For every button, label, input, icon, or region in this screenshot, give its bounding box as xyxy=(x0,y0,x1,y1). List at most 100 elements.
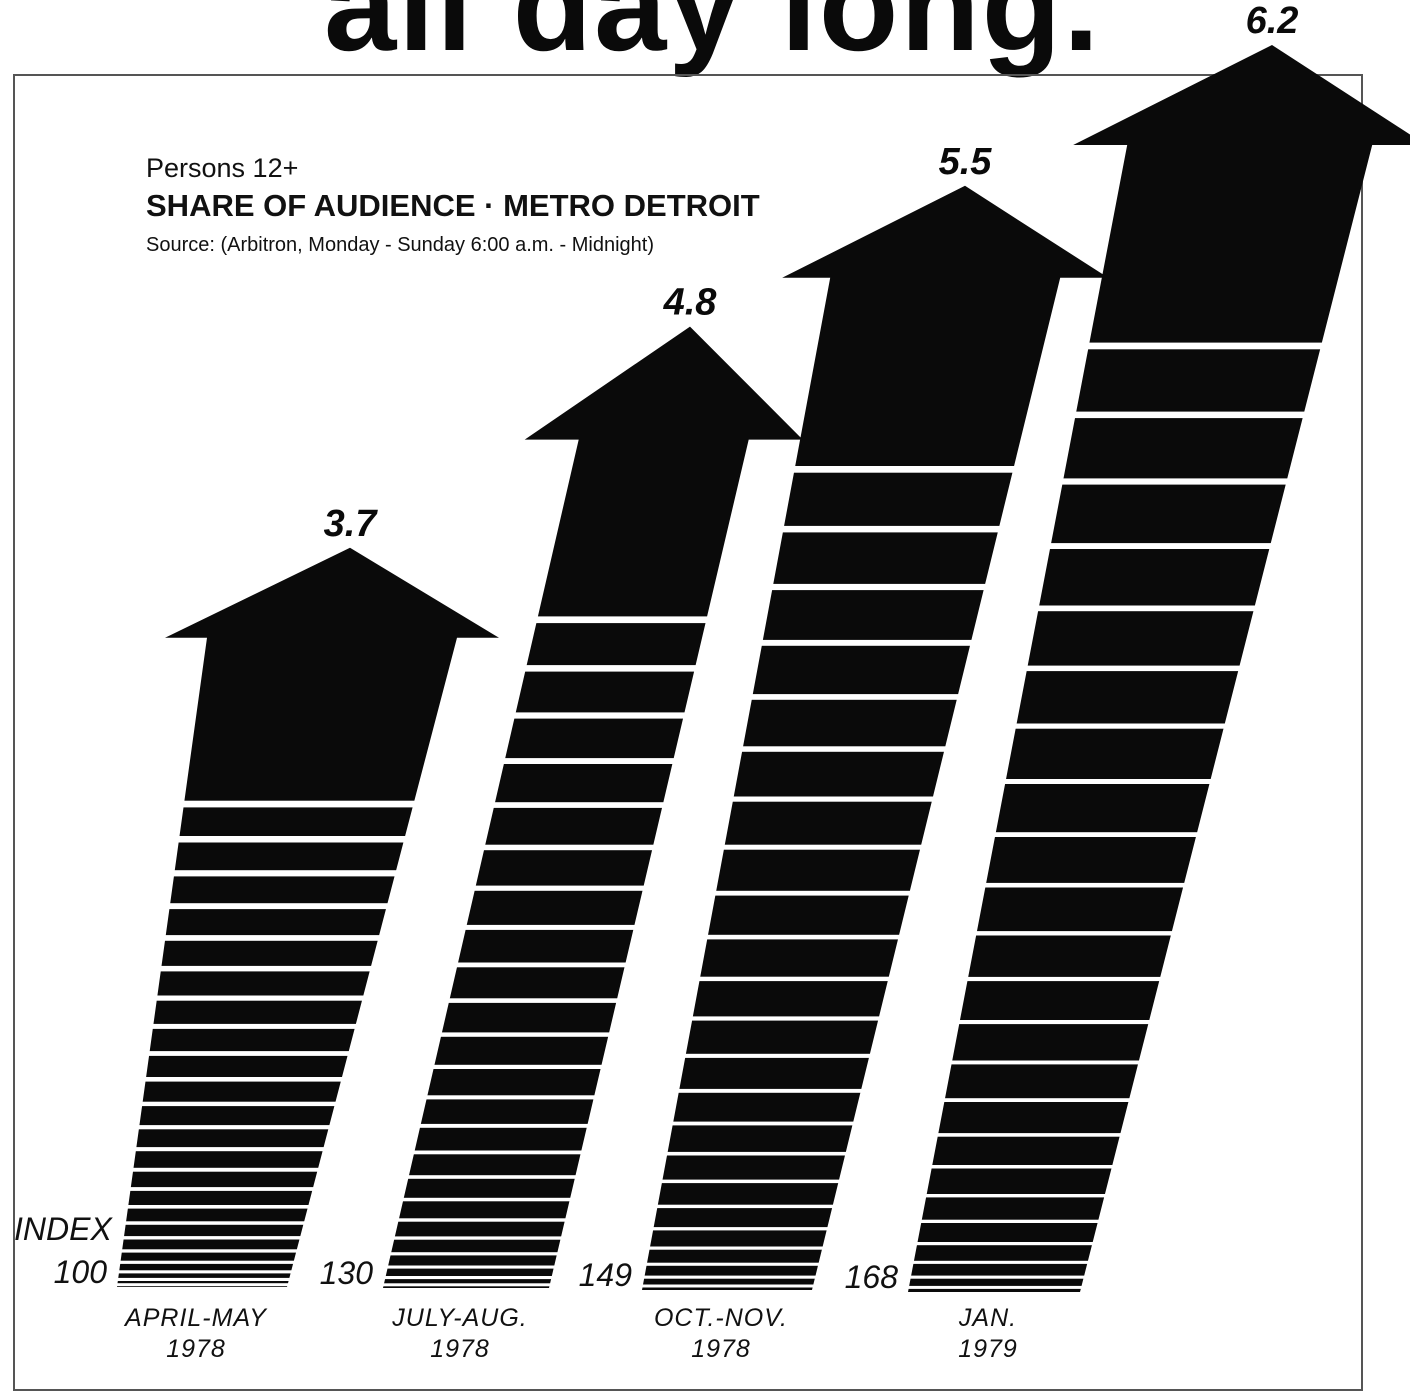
bar-stripe xyxy=(119,1236,304,1240)
bar-stripe xyxy=(1046,543,1275,549)
bar-stripe xyxy=(934,1133,1124,1137)
value-label: 6.2 xyxy=(1246,0,1299,42)
bar-stripe xyxy=(963,976,1164,982)
bar-stripe xyxy=(141,1077,346,1082)
bar-stripe xyxy=(906,1275,1088,1279)
bar-stripe xyxy=(927,1165,1116,1169)
bar-stripe xyxy=(453,962,629,968)
bar-stripe xyxy=(383,1265,558,1269)
category-year-label: 1978 xyxy=(430,1335,490,1363)
bar-stripe xyxy=(703,934,903,940)
bar-stripe xyxy=(638,1284,817,1288)
bar-stripe xyxy=(129,1167,322,1172)
bar-stripe xyxy=(669,1121,857,1126)
bar-stripe xyxy=(688,1016,883,1021)
bar-stripe xyxy=(521,665,699,672)
bar-stripe xyxy=(947,1060,1143,1065)
bar-stripe xyxy=(394,1218,569,1222)
bar-stripes-2 xyxy=(379,616,711,1287)
bar-stripe xyxy=(748,694,962,700)
category-label: OCT.-NOV. xyxy=(654,1304,788,1332)
bar-stripe xyxy=(940,1098,1133,1102)
value-label: 4.8 xyxy=(663,282,718,324)
chart-subtitle: Persons 12+ xyxy=(146,153,298,183)
bar-stripe xyxy=(404,1175,580,1179)
bar-stripe xyxy=(1058,478,1291,485)
bar-stripe xyxy=(462,924,638,930)
bar-stripe xyxy=(471,885,648,891)
bar-stripe xyxy=(653,1204,837,1209)
bar-stripes-1 xyxy=(113,800,418,1287)
bar-stripe xyxy=(175,836,409,843)
bar-stripe xyxy=(379,1283,554,1287)
bar-stripe xyxy=(991,832,1201,837)
index-value-label: 100 xyxy=(54,1254,108,1290)
bar-stripe xyxy=(135,1125,333,1130)
bar-stripes-3 xyxy=(638,466,1018,1288)
chart-frame xyxy=(13,74,1363,1391)
index-value-label: 130 xyxy=(320,1255,374,1291)
category-label: JULY-AUG. xyxy=(391,1304,527,1332)
category-label: JAN. xyxy=(958,1304,1017,1332)
chart-source: Source: (Arbitron, Monday - Sunday 6:00 … xyxy=(146,234,654,256)
bar-stripe xyxy=(138,1101,339,1107)
bar-stripe xyxy=(500,758,677,764)
bar-stripe xyxy=(913,1242,1097,1246)
bar-stripe xyxy=(955,1020,1153,1025)
bar-stripe xyxy=(116,1260,298,1264)
bar-stripe xyxy=(729,796,937,802)
bar-stripe xyxy=(381,1276,556,1280)
bar-stripe xyxy=(695,976,893,982)
bar-stripe xyxy=(445,998,621,1003)
bar-stripe xyxy=(768,583,989,591)
bar-stripe xyxy=(153,995,367,1001)
bar-stripe xyxy=(738,746,949,752)
bar-stripe xyxy=(1034,605,1259,612)
bar-stripe xyxy=(649,1227,831,1231)
bar-stripe xyxy=(758,639,975,646)
value-label: 3.7 xyxy=(324,503,379,545)
bar-stripe xyxy=(1071,411,1308,419)
bar-stripe xyxy=(114,1277,293,1281)
bar-stripe xyxy=(399,1197,574,1202)
bar-stripe xyxy=(416,1123,592,1128)
bar-stripes-4 xyxy=(904,342,1325,1289)
bar-stripe xyxy=(511,712,688,719)
bar-stripe xyxy=(423,1095,598,1100)
index-label: INDEX xyxy=(14,1211,113,1247)
bar-stripe xyxy=(981,882,1188,888)
bar-stripe xyxy=(972,931,1176,936)
bar-stripe xyxy=(390,1236,565,1240)
bar-stripe xyxy=(663,1151,850,1156)
bar-stripe xyxy=(157,965,375,972)
bar-stripe xyxy=(642,1262,823,1266)
bar-stripe xyxy=(149,1023,360,1029)
bar-stripe xyxy=(922,1194,1109,1198)
bar-stripe xyxy=(909,1260,1092,1264)
category-year-label: 1979 xyxy=(958,1335,1018,1363)
bar-stripe xyxy=(1012,723,1229,729)
bar-stripe xyxy=(681,1053,874,1058)
bar-stripe xyxy=(113,1283,292,1287)
bar-stripe xyxy=(480,844,657,851)
bar-stripe xyxy=(790,466,1018,473)
bar-stripe xyxy=(126,1187,317,1191)
bars-group: 3.7 100 APRIL-MAY 1978 4.8 130 JULY-AUG. 1978 5.… xyxy=(54,0,1410,1363)
bar-stripe xyxy=(437,1032,613,1037)
bar-stripe xyxy=(640,1275,820,1279)
bar-stripe xyxy=(161,935,383,941)
bar-stripe xyxy=(1001,779,1215,784)
bar-stripe xyxy=(121,1221,308,1225)
headline: all day long. xyxy=(324,0,1101,78)
chart-title: SHARE OF AUDIENCE · METRO DETROIT xyxy=(146,188,760,223)
bar-stripe xyxy=(145,1051,353,1056)
index-value-label: 149 xyxy=(579,1257,633,1293)
bar-stripe xyxy=(720,844,925,850)
bar-stripe xyxy=(533,616,711,624)
category-label: APRIL-MAY xyxy=(123,1304,268,1332)
category-year-label: 1978 xyxy=(691,1335,751,1363)
bar-stripe xyxy=(779,525,1003,533)
bar-stripe xyxy=(386,1252,562,1256)
category-year-label: 1978 xyxy=(166,1335,226,1363)
bar-stripe xyxy=(917,1219,1102,1223)
